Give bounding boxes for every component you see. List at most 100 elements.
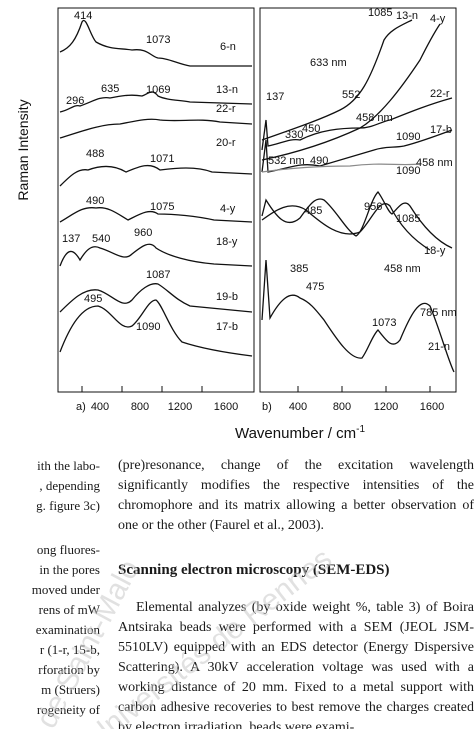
y-axis-label: Raman Intensity (15, 99, 31, 200)
paragraph-resonance: (pre)resonance, change of the excitation… (118, 458, 474, 533)
peak-label: 552 (342, 89, 360, 101)
spectrum-13-n (59, 91, 253, 113)
paragraph-sem: Elemental analyzes (by oxide weight %, t… (118, 600, 474, 729)
peak-label: 1073 (372, 317, 396, 329)
panel-b-x-axis: b) 400 800 1200 1600 (262, 386, 444, 413)
spectrum-label: 17-b (430, 124, 452, 136)
peak-label: 1090 (396, 131, 420, 143)
peak-label: 495 (84, 293, 102, 305)
x-tick: 1600 (420, 401, 444, 413)
spectrum-4-y (59, 207, 253, 223)
x-axis-label: Wavenumber / cm-1 (235, 424, 365, 442)
x-tick: 1200 (374, 401, 398, 413)
left-text-line: g. figure 3c) (36, 498, 100, 513)
panel-a-frame (57, 7, 255, 393)
peak-label: 475 (306, 281, 324, 293)
left-text-line: examination (35, 622, 100, 637)
panel-b-frame (259, 7, 457, 393)
peak-label: 1073 (146, 34, 170, 46)
spectrum-label: 21-n (428, 341, 450, 353)
spectrum-b-532nm (261, 163, 421, 173)
x-tick: 1200 (168, 401, 192, 413)
panel-b-label: b) (262, 401, 272, 413)
peak-label: 1085 (368, 7, 392, 19)
laser-label: 458 nm (356, 112, 393, 124)
laser-label: 633 nm (310, 57, 347, 69)
spectrum-label: 4-y (430, 13, 446, 25)
panel-a-x-axis: a) 400 800 1200 1600 (76, 386, 238, 413)
left-text-line: rforation by (38, 662, 100, 677)
peak-label: 1090 (396, 165, 420, 177)
x-tick: 800 (333, 401, 351, 413)
peak-label: 1090 (136, 321, 160, 333)
spectrum-label: 22-r (430, 88, 450, 100)
peak-label: 1087 (146, 269, 170, 281)
spectrum-label: 13-n (216, 84, 238, 96)
laser-label: 458 nm (384, 263, 421, 275)
spectrum-6-n (59, 19, 252, 67)
spectrum-label: 19-b (216, 291, 238, 303)
peak-label: 490 (86, 195, 104, 207)
left-text-line: in the pores (39, 562, 100, 577)
peak-label: 450 (302, 123, 320, 135)
panel-a-label: a) (76, 401, 86, 413)
laser-label: 785 nm (420, 307, 457, 319)
peak-label: 956 (364, 201, 382, 213)
laser-label: 532 nm (268, 155, 305, 167)
spectrum-label: 20-r (216, 137, 236, 149)
spectrum-b-13-n (261, 19, 413, 141)
spectrum-20-r (59, 164, 253, 187)
x-tick: 1600 (214, 401, 238, 413)
peak-label: 385 (290, 263, 308, 275)
spectrum-label: 18-y (424, 245, 446, 257)
x-tick: 400 (91, 401, 109, 413)
peak-label: 137 (62, 233, 80, 245)
peak-label: 296 (66, 95, 84, 107)
peak-label: 1075 (150, 201, 174, 213)
left-text-line: ith the labo- (37, 458, 100, 473)
raman-spectra-figure: Raman Intensity 414 1073 6-n 296 635 106… (15, 7, 457, 442)
peak-label: 960 (134, 227, 152, 239)
peak-label: 414 (74, 10, 92, 22)
left-text-line: rogeneity of (36, 702, 100, 717)
spectrum-b-18-y-a (261, 191, 453, 249)
left-text-line: m (Struers) (41, 682, 100, 697)
spectrum-18-y (59, 243, 253, 267)
spectrum-label: 17-b (216, 321, 238, 333)
left-text-line: rens of mW (38, 602, 100, 617)
left-text-line: ong fluores- (36, 542, 100, 557)
peak-label: 1071 (150, 153, 174, 165)
spectrum-label: 18-y (216, 236, 238, 248)
spectrum-b-22-r (261, 97, 453, 151)
article-text: ith the labo- , depending g. figure 3c) … (0, 448, 474, 729)
spectrum-22-r (59, 118, 253, 139)
spectrum-17-b (59, 299, 253, 357)
spectrum-label: 13-n (396, 10, 418, 22)
peak-label: 1085 (396, 213, 420, 225)
section-heading-sem-eds: Scanning electron microscopy (SEM-EDS) (118, 562, 390, 578)
left-text-line: r (1-r, 15-b, (39, 642, 100, 657)
spectrum-b-18-y-b (261, 203, 431, 251)
spectrum-b-4-y (261, 23, 441, 161)
peak-label: 330 (285, 129, 303, 141)
x-tick: 400 (289, 401, 307, 413)
spectrum-label: 22-r (216, 103, 236, 115)
left-text-line: moved under (31, 582, 100, 597)
left-text-line: , depending (39, 478, 100, 493)
x-tick: 800 (131, 401, 149, 413)
panel-a-labels: 414 1073 6-n 296 635 1069 13-n 22-r 488 … (62, 10, 238, 333)
peak-label: 485 (304, 205, 322, 217)
spectrum-b-21-n (261, 259, 455, 373)
peak-label: 1069 (146, 84, 170, 96)
peak-label: 635 (101, 83, 119, 95)
peak-label: 488 (86, 148, 104, 160)
spectrum-label: 4-y (220, 203, 236, 215)
peak-label: 137 (266, 91, 284, 103)
peak-label: 490 (310, 155, 328, 167)
panel-b-labels: 1085 13-n 4-y 633 nm 552 137 458 nm 22-r… (266, 7, 457, 353)
laser-label: 458 nm (416, 157, 453, 169)
spectrum-19-b (59, 283, 253, 313)
peak-label: 540 (92, 233, 110, 245)
spectrum-b-17-b (261, 129, 453, 173)
spectrum-label: 6-n (220, 41, 236, 53)
